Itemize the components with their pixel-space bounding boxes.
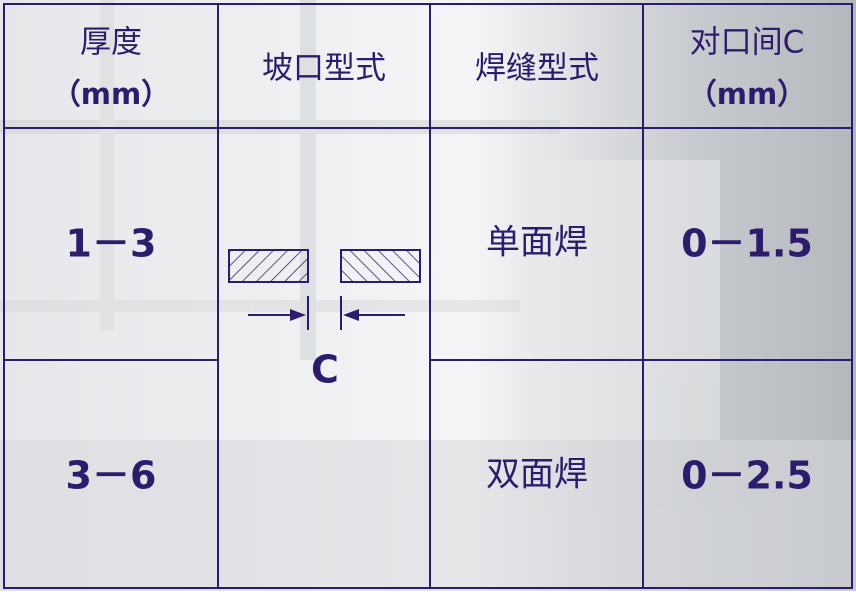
cell: 0－2.5	[681, 454, 813, 498]
header-cell: 焊缝型式	[475, 51, 599, 87]
groove-diagram	[228, 249, 421, 330]
cell: 单面焊	[486, 223, 588, 263]
header-cell: 对口间C	[690, 25, 805, 61]
cell: 双面焊	[486, 455, 588, 495]
header-cell: （mm）	[52, 77, 170, 111]
header-cell: 坡口型式	[262, 51, 386, 87]
header-cell: （mm）	[688, 77, 806, 111]
header-cell: 厚度	[80, 25, 142, 61]
table-grid	[3, 3, 853, 589]
cell: 0－1.5	[681, 222, 813, 266]
cell: 3－6	[66, 454, 157, 498]
diagram-label: C	[311, 348, 339, 392]
cell: 1－3	[66, 222, 157, 266]
